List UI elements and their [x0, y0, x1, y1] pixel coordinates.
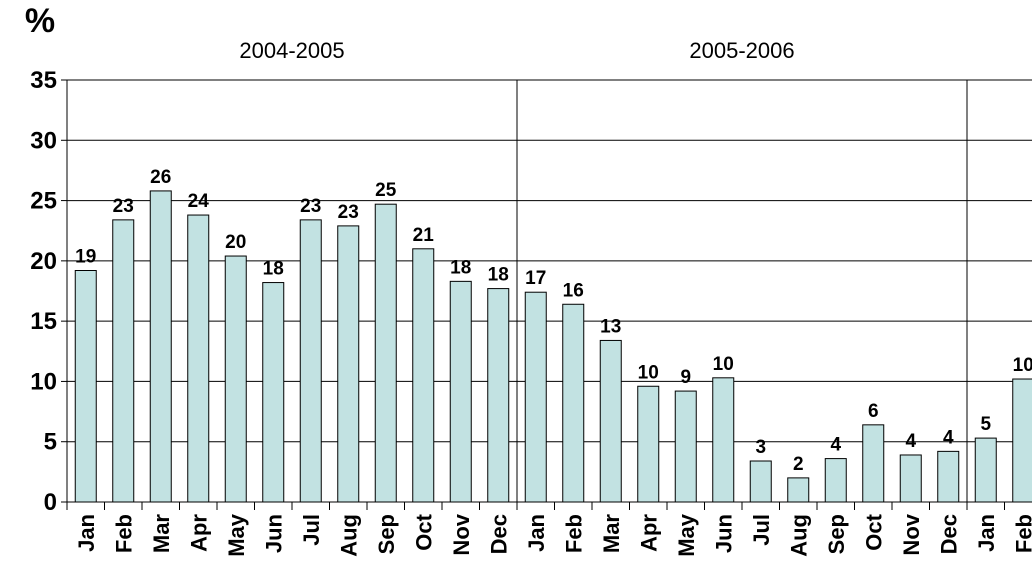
x-tick-label: Feb	[111, 514, 136, 553]
data-label: 18	[450, 257, 471, 278]
x-tick-label: Oct	[861, 513, 886, 550]
bar	[562, 303, 585, 503]
y-tick-label: 10	[30, 368, 57, 395]
x-tick-label: Jul	[749, 514, 774, 546]
x-tick-label: Aug	[336, 514, 361, 557]
data-label: 25	[375, 180, 397, 201]
x-tick-label: Sep	[374, 514, 399, 554]
y-tick-label: 0	[44, 489, 57, 516]
bar	[224, 255, 247, 503]
data-label: 18	[488, 265, 509, 286]
bar	[749, 460, 772, 503]
x-tick-label: Jan	[524, 514, 549, 552]
bar	[449, 280, 472, 503]
x-tick-label: Jan	[74, 514, 99, 552]
bar	[337, 225, 360, 503]
data-label: 18	[263, 259, 284, 280]
bar	[412, 248, 435, 503]
bar	[937, 450, 960, 503]
data-label: 24	[188, 191, 210, 212]
bar	[149, 190, 172, 503]
x-tick-label: May	[674, 513, 699, 557]
y-tick-label: 25	[30, 188, 57, 215]
data-label: 6	[868, 401, 879, 422]
y-tick-label: 15	[30, 308, 57, 335]
x-tick-label: Oct	[411, 513, 436, 550]
x-tick-label: Jun	[261, 514, 286, 553]
y-tick-label: 35	[30, 67, 57, 94]
x-tick-label: Dec	[936, 514, 961, 554]
data-label: 3	[755, 437, 766, 458]
bar	[824, 458, 847, 503]
data-label: 10	[1013, 355, 1032, 376]
x-tick-label: Feb	[561, 514, 586, 553]
x-tick-label: Jul	[299, 514, 324, 546]
data-label: 4	[943, 427, 954, 448]
bar	[187, 214, 210, 503]
data-label: 10	[713, 354, 734, 375]
data-label: 13	[600, 316, 621, 337]
data-label: 23	[338, 202, 359, 223]
bar	[299, 219, 322, 503]
data-label: 19	[75, 247, 96, 268]
data-label: 17	[525, 268, 546, 289]
group-label: 2004-2005	[239, 38, 344, 63]
data-label: 23	[300, 196, 321, 217]
bar	[599, 339, 622, 503]
data-label: 21	[413, 225, 435, 246]
group-label: 2005-2006	[689, 38, 794, 63]
bar	[712, 377, 735, 503]
x-tick-label: Apr	[186, 514, 211, 552]
x-tick-label: May	[224, 513, 249, 557]
x-tick-label: Mar	[599, 514, 624, 554]
data-label: 10	[638, 362, 659, 383]
x-tick-label: Nov	[449, 513, 474, 555]
data-label: 4	[830, 435, 841, 456]
y-tick-label: 20	[30, 248, 57, 275]
y-tick-label: 30	[30, 127, 57, 154]
bar	[787, 477, 810, 503]
y-tick-label: 5	[44, 429, 57, 456]
bar	[974, 437, 997, 503]
data-label: 23	[113, 196, 134, 217]
x-tick-label: Aug	[786, 514, 811, 557]
bar	[374, 203, 397, 503]
data-label: 16	[563, 280, 584, 301]
x-tick-label: Feb	[1011, 514, 1032, 553]
x-tick-label: Sep	[824, 514, 849, 554]
y-axis-label: %	[25, 2, 55, 40]
x-tick-label: Jun	[711, 514, 736, 553]
data-label: 4	[905, 431, 916, 452]
bar	[112, 219, 135, 503]
bar	[637, 385, 660, 503]
x-tick-label: Nov	[899, 513, 924, 555]
x-tick-label: Jan	[974, 514, 999, 552]
x-tick-label: Apr	[636, 514, 661, 552]
x-tick-label: Dec	[486, 514, 511, 554]
bar	[674, 390, 697, 503]
bar	[1012, 378, 1032, 503]
bar	[74, 270, 97, 503]
data-label: 9	[680, 367, 691, 388]
data-label: 20	[225, 232, 246, 253]
bar	[524, 291, 547, 503]
bar	[487, 288, 510, 503]
data-label: 5	[980, 414, 991, 435]
bar	[262, 282, 285, 503]
x-tick-label: Mar	[149, 514, 174, 554]
data-label: 2	[793, 454, 804, 475]
bar	[862, 424, 885, 503]
data-label: 26	[150, 167, 171, 188]
bar	[899, 454, 922, 503]
